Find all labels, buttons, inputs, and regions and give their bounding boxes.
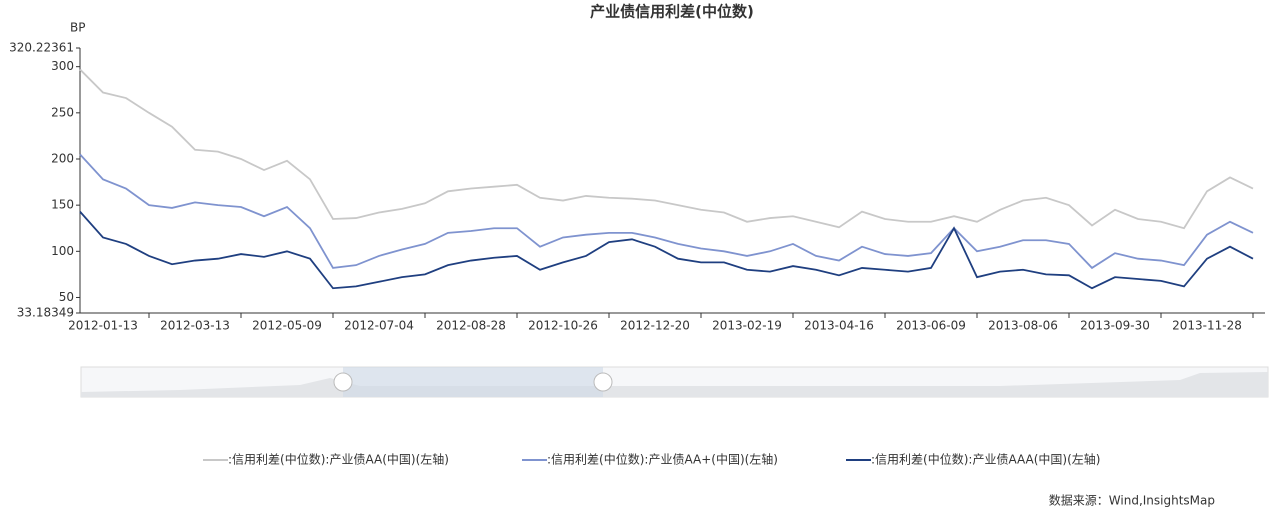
y-tick-label: 150 [51, 198, 74, 212]
chart-title: 产业债信用利差(中位数) [590, 3, 754, 21]
data-zoom[interactable] [80, 366, 1269, 398]
x-tick-label: 2013-02-19 [712, 319, 782, 333]
y-tick-label: 320.22361 [9, 41, 74, 55]
y-tick-label: 50 [59, 290, 74, 304]
x-tick-label: 2012-05-09 [252, 319, 322, 333]
x-tick-label: 2013-08-06 [988, 319, 1058, 333]
series-line [79, 211, 1254, 290]
x-tick-label: 2013-11-28 [1172, 319, 1242, 333]
zoom-handle[interactable] [333, 372, 353, 392]
y-tick-label: 200 [51, 151, 74, 165]
zoom-window[interactable] [343, 367, 603, 397]
source-note: 数据来源：Wind,InsightsMap [1049, 493, 1215, 508]
x-tick-label: 2013-04-16 [804, 319, 874, 333]
y-tick-label: 300 [51, 59, 74, 73]
y-tick-label: 250 [51, 105, 74, 119]
x-tick-label: 2012-08-28 [436, 319, 506, 333]
legend-label: :信用利差(中位数):产业债AA+(中国)(左轴) [547, 452, 778, 467]
x-tick-label: 2012-12-20 [620, 319, 690, 333]
series-line [79, 153, 1254, 270]
x-tick-label: 2013-06-09 [896, 319, 966, 333]
y-tick-label: 33.18349 [17, 306, 74, 320]
y-axis-label: BP [70, 21, 85, 35]
x-tick-label: 2013-09-30 [1080, 319, 1150, 333]
legend-label: :信用利差(中位数):产业债AA(中国)(左轴) [228, 452, 449, 467]
x-tick-label: 2012-10-26 [528, 319, 598, 333]
x-tick-label: 2012-01-13 [68, 319, 138, 333]
x-tick-label: 2012-07-04 [344, 319, 414, 333]
series-line [79, 68, 1254, 230]
legend-label: :信用利差(中位数):产业债AAA(中国)(左轴) [871, 452, 1100, 467]
x-tick-label: 2012-03-13 [160, 319, 230, 333]
zoom-handle[interactable] [593, 372, 613, 392]
y-tick-label: 100 [51, 244, 74, 258]
